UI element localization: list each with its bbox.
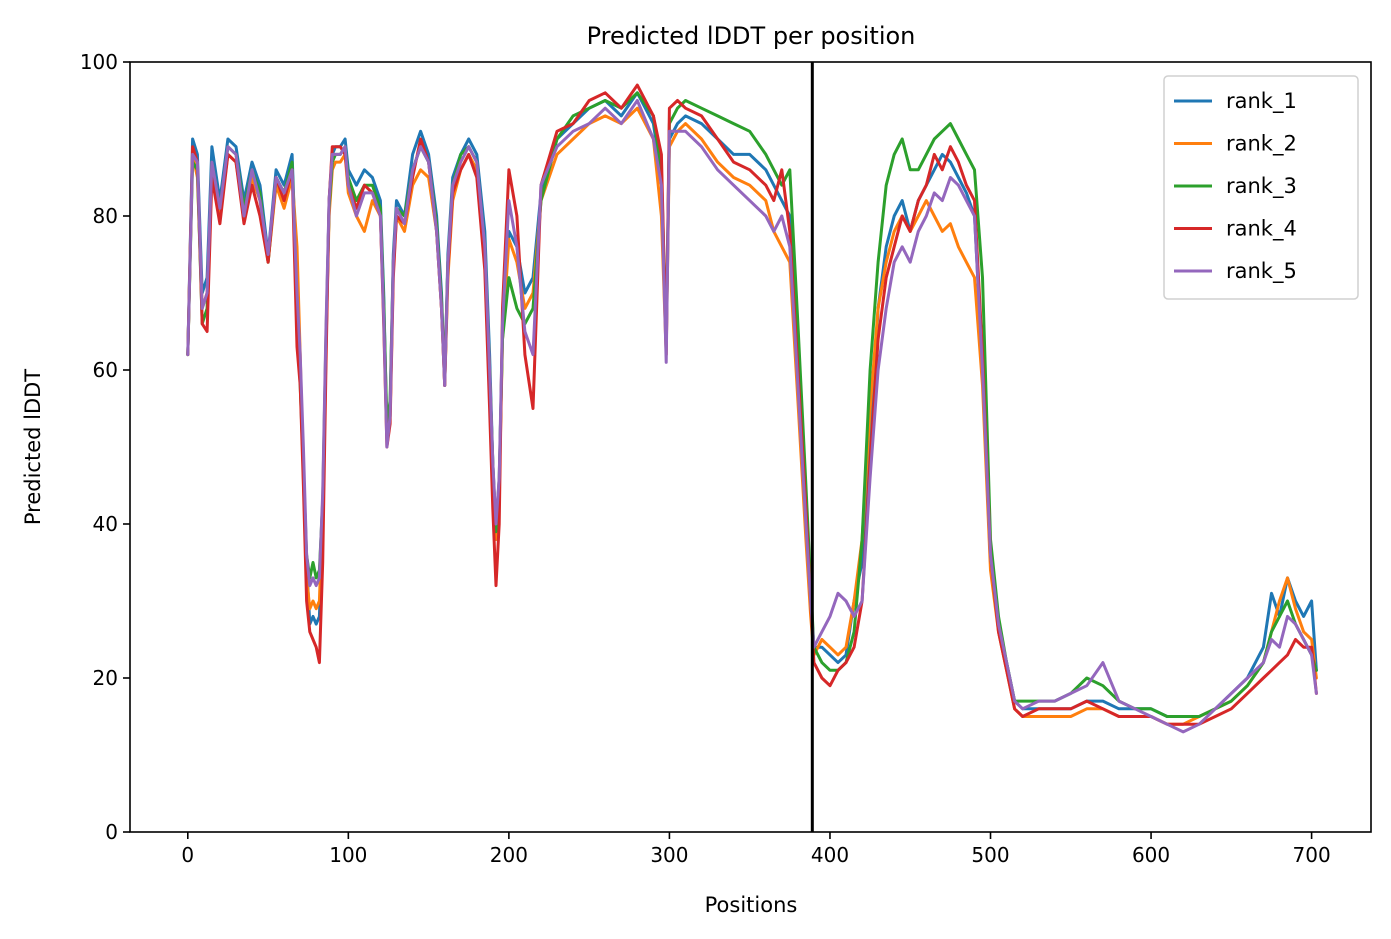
x-tick-label: 0 (181, 843, 194, 867)
x-tick-label: 600 (1132, 843, 1170, 867)
x-tick-label: 200 (490, 843, 528, 867)
legend-label-rank_1: rank_1 (1226, 89, 1297, 114)
legend: rank_1 rank_2 rank_3 rank_4 rank_5 (1163, 75, 1359, 300)
x-tick-label: 700 (1293, 843, 1331, 867)
series-line-rank_5 (186, 99, 1318, 734)
y-tick-label: 100 (80, 50, 118, 74)
legend-label-rank_3: rank_3 (1226, 174, 1297, 199)
x-axis-label: Positions (705, 893, 798, 917)
x-tick-label: 500 (971, 843, 1009, 867)
series-lines (186, 83, 1318, 734)
y-tick-label: 40 (93, 512, 118, 536)
plot-frame (129, 61, 1372, 833)
x-tick-label: 300 (650, 843, 688, 867)
y-tick-label: 20 (93, 666, 118, 690)
y-tick-label: 0 (105, 820, 118, 844)
legend-box (1163, 75, 1359, 300)
x-tick-label: 400 (811, 843, 849, 867)
y-axis-ticks: 0 20 40 60 80 100 (80, 50, 130, 844)
chart-title: Predicted lDDT per position (587, 22, 916, 50)
series-line-rank_4 (186, 83, 1318, 726)
legend-label-rank_2: rank_2 (1226, 132, 1297, 157)
x-tick-label: 100 (329, 843, 367, 867)
series-line-rank_3 (186, 91, 1318, 718)
y-axis-label: Predicted lDDT (21, 369, 45, 525)
y-tick-label: 60 (93, 358, 118, 382)
legend-label-rank_4: rank_4 (1226, 217, 1297, 242)
x-axis-ticks: 0 100 200 300 400 500 600 700 (181, 832, 1331, 867)
y-tick-label: 80 (93, 204, 118, 228)
legend-label-rank_5: rank_5 (1226, 259, 1297, 284)
